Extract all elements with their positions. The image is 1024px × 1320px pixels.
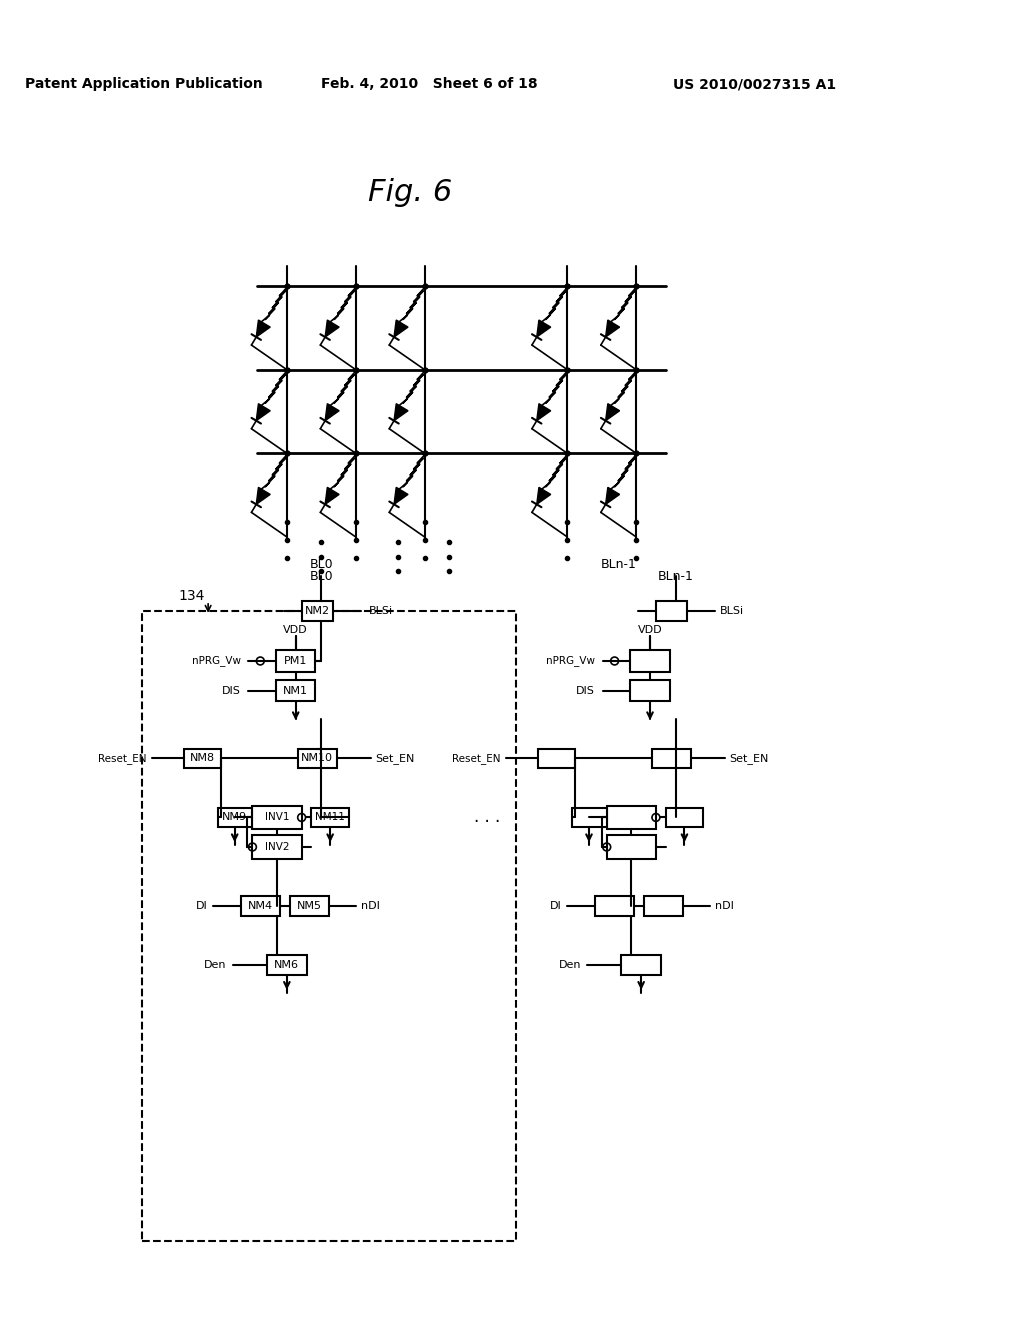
Polygon shape — [326, 487, 339, 504]
Text: US 2010/0027315 A1: US 2010/0027315 A1 — [673, 78, 836, 91]
Bar — [606, 836, 656, 859]
Bar — [538, 748, 575, 768]
Polygon shape — [605, 487, 620, 504]
Text: BLSi: BLSi — [369, 606, 392, 616]
Text: NM2: NM2 — [305, 606, 330, 616]
Bar — [241, 896, 280, 916]
Text: INV1: INV1 — [265, 813, 289, 822]
Text: nDI: nDI — [360, 902, 380, 911]
Polygon shape — [256, 319, 270, 337]
Text: DIS: DIS — [222, 685, 241, 696]
Polygon shape — [394, 404, 408, 421]
Text: Set_EN: Set_EN — [376, 752, 415, 764]
Bar — [311, 808, 349, 828]
Text: PM1: PM1 — [284, 656, 307, 667]
Polygon shape — [605, 319, 620, 337]
Text: nPRG_Vw: nPRG_Vw — [191, 656, 241, 667]
Text: Den: Den — [205, 960, 227, 970]
Bar — [572, 808, 606, 828]
Bar — [631, 651, 670, 672]
Text: Fig. 6: Fig. 6 — [368, 178, 452, 207]
Polygon shape — [326, 319, 339, 337]
Text: NM1: NM1 — [284, 685, 308, 696]
Text: NM10: NM10 — [301, 754, 334, 763]
Bar — [252, 805, 302, 829]
Text: DI: DI — [196, 902, 207, 911]
Text: Patent Application Publication: Patent Application Publication — [26, 78, 263, 91]
Bar — [290, 896, 329, 916]
Polygon shape — [537, 319, 551, 337]
Bar — [252, 836, 302, 859]
Text: NM8: NM8 — [189, 754, 215, 763]
Text: BLn-1: BLn-1 — [600, 558, 636, 572]
Text: nPRG_Vw: nPRG_Vw — [546, 656, 595, 667]
Polygon shape — [256, 404, 270, 421]
Text: VDD: VDD — [638, 626, 663, 635]
Polygon shape — [394, 319, 408, 337]
Text: Feb. 4, 2010   Sheet 6 of 18: Feb. 4, 2010 Sheet 6 of 18 — [322, 78, 538, 91]
Text: BL0: BL0 — [309, 570, 333, 583]
Bar — [666, 808, 703, 828]
Bar — [302, 601, 333, 620]
Text: BLn-1: BLn-1 — [657, 570, 693, 583]
Polygon shape — [326, 404, 339, 421]
Polygon shape — [256, 487, 270, 504]
Text: VDD: VDD — [284, 626, 308, 635]
Text: NM11: NM11 — [315, 813, 345, 822]
Bar — [652, 748, 691, 768]
Polygon shape — [394, 487, 408, 504]
Polygon shape — [537, 487, 551, 504]
Text: Set_EN: Set_EN — [730, 752, 769, 764]
Bar — [644, 896, 683, 916]
Bar — [595, 896, 634, 916]
Bar — [656, 601, 687, 620]
Text: INV2: INV2 — [265, 842, 289, 851]
Text: NM9: NM9 — [222, 813, 247, 822]
Text: NM6: NM6 — [274, 960, 299, 970]
Bar — [631, 680, 670, 701]
Polygon shape — [537, 404, 551, 421]
Bar — [606, 805, 656, 829]
Bar — [142, 611, 516, 1241]
Text: Reset_EN: Reset_EN — [452, 752, 501, 764]
Text: DIS: DIS — [577, 685, 595, 696]
Bar — [276, 651, 315, 672]
Text: NM4: NM4 — [248, 902, 272, 911]
Bar — [267, 956, 306, 975]
Bar — [298, 748, 337, 768]
Bar — [276, 680, 315, 701]
Text: DI: DI — [550, 902, 561, 911]
Text: NM5: NM5 — [297, 902, 322, 911]
Bar — [218, 808, 252, 828]
Text: BL0: BL0 — [309, 558, 333, 572]
Text: BLSi: BLSi — [720, 606, 744, 616]
Text: nDI: nDI — [715, 902, 734, 911]
Text: Reset_EN: Reset_EN — [97, 752, 146, 764]
Text: Den: Den — [559, 960, 582, 970]
Bar — [183, 748, 221, 768]
Text: . . .: . . . — [473, 808, 500, 826]
Polygon shape — [605, 404, 620, 421]
Text: 134: 134 — [178, 589, 205, 603]
Bar — [622, 956, 660, 975]
